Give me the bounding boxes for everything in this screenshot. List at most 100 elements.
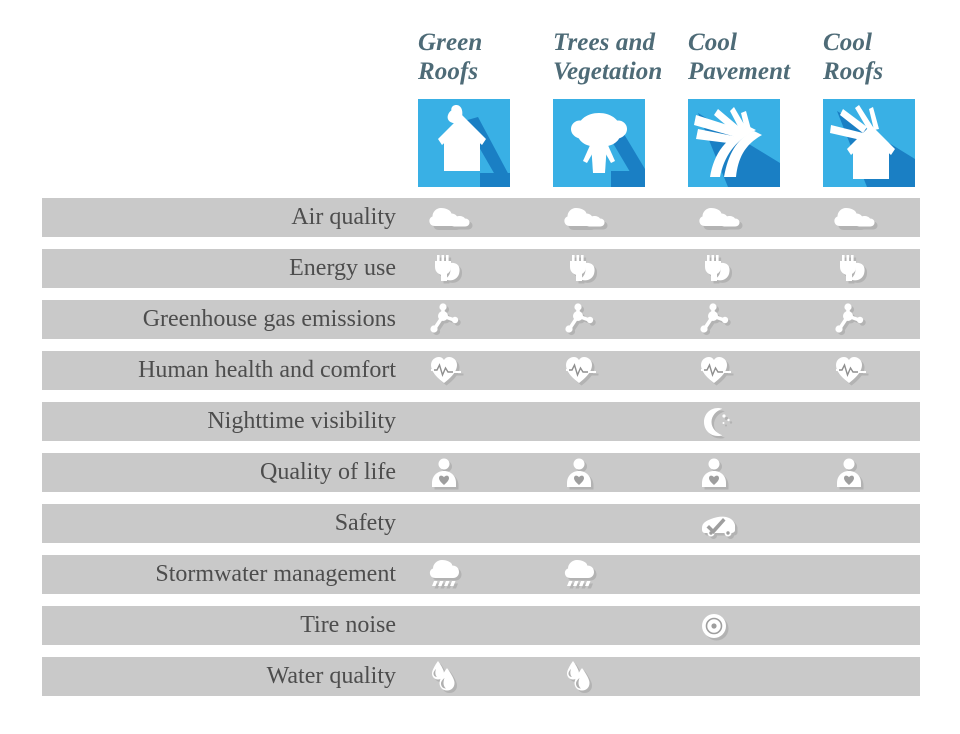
plug-leaf-icon [833,251,879,287]
table-row: Greenhouse gas emissions [0,294,960,345]
cell-nighttime-visibility-green-roofs[interactable] [418,402,543,441]
cell-tire-noise-cool-roofs[interactable] [823,606,948,645]
cell-tire-noise-green-roofs[interactable] [418,606,543,645]
cell-water-quality-cool-roofs[interactable] [823,657,948,696]
heart-pulse-icon [428,353,474,389]
green-roof-house-icon [438,105,510,187]
rain-cloud-icon [428,557,474,593]
cell-nighttime-visibility-cool-roofs[interactable] [823,402,948,441]
column-header-label: Green Roofs [418,28,543,86]
cell-safety-green-roofs[interactable] [418,504,543,543]
cell-quality-of-life-green-roofs[interactable] [418,453,543,492]
tree-icon-tile [553,99,645,187]
cell-water-quality-cool-pavement[interactable] [688,657,813,696]
moon-stars-icon [698,404,744,440]
cell-greenhouse-gas-cool-roofs[interactable] [823,300,948,339]
molecule-icon [428,302,474,338]
cell-tire-noise-trees-vegetation[interactable] [553,606,678,645]
cell-greenhouse-gas-trees-vegetation[interactable] [553,300,678,339]
cell-human-health-trees-vegetation[interactable] [553,351,678,390]
row-bar [42,198,920,237]
column-header-label: Cool Pavement [688,28,813,86]
row-bar [42,402,920,441]
road-sun-icon [694,107,780,187]
cell-water-quality-green-roofs[interactable] [418,657,543,696]
cell-safety-trees-vegetation[interactable] [553,504,678,543]
green-roof-house-icon-tile [418,99,510,187]
house-sun-icon-tile [823,99,915,187]
column-header-label-line1: Cool [823,29,873,56]
cell-stormwater-cool-pavement[interactable] [688,555,813,594]
house-sun-icon [830,105,915,187]
column-header-label-line2: Pavement [688,58,791,85]
cell-stormwater-trees-vegetation[interactable] [553,555,678,594]
cell-nighttime-visibility-trees-vegetation[interactable] [553,402,678,441]
row-bar [42,249,920,288]
molecule-icon [563,302,609,338]
row-label: Human health and comfort [138,357,396,383]
table-row: Safety [0,498,960,549]
water-drops-icon [563,659,609,695]
cell-tire-noise-cool-pavement[interactable] [688,606,813,645]
cell-energy-use-green-roofs[interactable] [418,249,543,288]
row-label: Quality of life [260,459,396,485]
cell-safety-cool-roofs[interactable] [823,504,948,543]
cell-energy-use-trees-vegetation[interactable] [553,249,678,288]
cell-air-quality-green-roofs[interactable] [418,198,543,237]
plug-leaf-icon [428,251,474,287]
column-header-label-line1: Green [418,29,483,56]
row-label: Water quality [266,663,396,689]
row-bar [42,300,920,339]
table-row: Tire noise [0,600,960,651]
row-bar [42,453,920,492]
column-header-label-line1: Trees and [553,29,656,56]
column-header-cool-pavement: Cool Pavement [688,0,813,192]
cell-stormwater-green-roofs[interactable] [418,555,543,594]
cloud-icon [698,200,744,236]
column-header-label-line2: Roofs [823,58,884,85]
cell-air-quality-cool-pavement[interactable] [688,198,813,237]
row-label: Greenhouse gas emissions [142,306,396,332]
cell-air-quality-trees-vegetation[interactable] [553,198,678,237]
cell-stormwater-cool-roofs[interactable] [823,555,948,594]
cell-human-health-cool-pavement[interactable] [688,351,813,390]
heart-pulse-icon [563,353,609,389]
molecule-icon [833,302,879,338]
row-bar [42,555,920,594]
cell-air-quality-cool-roofs[interactable] [823,198,948,237]
column-header-green-roofs: Green Roofs [418,0,543,192]
cell-human-health-green-roofs[interactable] [418,351,543,390]
row-label: Stormwater management [155,561,396,587]
column-header-cool-roofs: Cool Roofs [823,0,948,192]
cloud-icon [563,200,609,236]
cell-quality-of-life-trees-vegetation[interactable] [553,453,678,492]
row-bar [42,504,920,543]
row-label: Tire noise [300,612,396,638]
table-row: Human health and comfort [0,345,960,396]
cell-greenhouse-gas-cool-pavement[interactable] [688,300,813,339]
row-label: Safety [334,510,396,536]
cell-nighttime-visibility-cool-pavement[interactable] [688,402,813,441]
cell-safety-cool-pavement[interactable] [688,504,813,543]
column-header-label: Trees and Vegetation [553,28,678,86]
plug-leaf-icon [698,251,744,287]
cell-water-quality-trees-vegetation[interactable] [553,657,678,696]
table-row: Air quality [0,192,960,243]
column-header-label-line1: Cool [688,29,738,56]
road-sun-icon-tile [688,99,780,187]
molecule-icon [698,302,744,338]
cell-human-health-cool-roofs[interactable] [823,351,948,390]
cell-energy-use-cool-pavement[interactable] [688,249,813,288]
cell-quality-of-life-cool-pavement[interactable] [688,453,813,492]
plug-leaf-icon [563,251,609,287]
cell-quality-of-life-cool-roofs[interactable] [823,453,948,492]
column-header-label-line2: Vegetation [553,58,663,85]
person-heart-icon [428,455,474,491]
tire-icon [698,608,744,644]
cloud-icon [428,200,474,236]
benefits-matrix: Air quality [0,192,960,702]
cell-energy-use-cool-roofs[interactable] [823,249,948,288]
row-bar [42,351,920,390]
cell-greenhouse-gas-green-roofs[interactable] [418,300,543,339]
row-bar [42,606,920,645]
